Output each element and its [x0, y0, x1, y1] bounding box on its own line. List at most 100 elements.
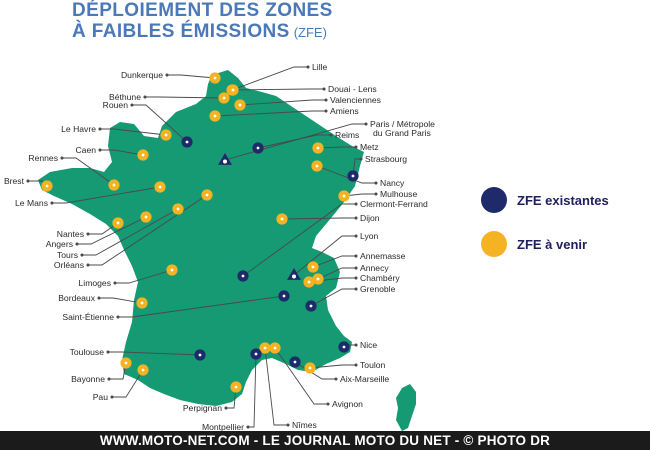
label-le-mans: Le Mans [15, 198, 48, 208]
leader-end-nimes [286, 423, 290, 427]
label-tours: Tours [57, 250, 78, 260]
marker-center-nimes [263, 346, 267, 350]
label-reims: Reims [335, 130, 359, 140]
marker-center-caen [141, 153, 145, 157]
marker-paris [218, 153, 232, 165]
marker-center-chambery [307, 280, 311, 284]
label-le-havre: Le Havre [61, 124, 96, 134]
leader-end-mulhouse [374, 192, 378, 196]
leader-end-saint-etienne [116, 315, 120, 319]
leader-end-le-mans [50, 201, 54, 205]
leader-end-orleans [86, 263, 90, 267]
leader-end-nantes [86, 232, 90, 236]
marker-center-toulouse [198, 353, 202, 357]
label-strasbourg: Strasbourg [365, 154, 407, 164]
leader-paris [224, 123, 366, 161]
marker-center-lyon [292, 274, 296, 279]
leader-end-dijon [354, 216, 358, 220]
leader-end-toulouse [106, 350, 110, 354]
marker-center-mulhouse [342, 194, 346, 198]
label-dijon: Dijon [360, 213, 380, 223]
label-metz: Metz [360, 142, 379, 152]
leader-toulouse [108, 351, 201, 356]
leader-end-caen [98, 148, 102, 152]
leader-le-mans [52, 186, 161, 204]
label-lyon: Lyon [360, 231, 379, 241]
marker-center-valenciennes [238, 103, 242, 107]
label-avignon: Avignon [332, 399, 363, 409]
marker-center-angers [144, 215, 148, 219]
label-nantes: Nantes [57, 229, 84, 239]
leader-end-nice [354, 343, 358, 347]
marker-center-bethune [222, 96, 226, 100]
marker-center-brest [45, 184, 49, 188]
label-nimes: Nîmes [292, 420, 317, 430]
leader-douai-lens [232, 88, 324, 91]
marker-center-avignon [273, 346, 277, 350]
leader-end-bordeaux [97, 296, 101, 300]
leader-reims [257, 134, 331, 149]
leader-caen [100, 149, 144, 156]
leader-end-angers [75, 242, 79, 246]
leader-lyon [293, 235, 356, 276]
leader-end-chambery [354, 276, 358, 280]
leader-end-annemasse [354, 254, 358, 258]
title-line-1: DÉPLOIEMENT DES ZONES [72, 0, 333, 21]
marker-center-dunkerque [213, 76, 217, 80]
marker-center-strasbourg [351, 174, 355, 178]
marker-center-nice [342, 345, 346, 349]
marker-center-bayonne [124, 361, 128, 365]
leader-end-avignon [326, 402, 330, 406]
leader-end-amiens [324, 109, 328, 113]
label-limoges: Limoges [79, 278, 111, 288]
leader-nancy [316, 165, 376, 184]
leader-end-le-havre [98, 127, 102, 131]
label-lille: Lille [312, 62, 328, 72]
leader-bordeaux [99, 297, 143, 304]
leader-tours [82, 208, 179, 256]
label-toulouse: Toulouse [70, 347, 105, 357]
leader-angers [77, 216, 147, 245]
leader-end-pau [110, 395, 114, 399]
leader-pau [112, 369, 144, 398]
marker-center-paris [223, 159, 227, 164]
marker-center-limoges [170, 268, 174, 272]
leader-toulon [309, 364, 356, 369]
leader-orleans [88, 194, 208, 266]
marker-center-nancy [315, 164, 319, 168]
marker-center-pau [141, 368, 145, 372]
leader-end-valenciennes [324, 98, 328, 102]
leader-valenciennes [239, 99, 326, 106]
label-mulhouse: Mulhouse [380, 189, 417, 199]
leader-end-douai-lens [322, 87, 326, 91]
label-annecy: Annecy [360, 263, 389, 273]
leader-end-toulon [354, 363, 358, 367]
leader-rennes [62, 157, 115, 186]
leader-nantes [88, 222, 119, 235]
label-bordeaux: Bordeaux [58, 293, 95, 303]
leader-end-rennes [60, 156, 64, 160]
leader-saint-etienne [118, 295, 285, 318]
leader-end-annecy [354, 266, 358, 270]
marker-center-dijon [280, 217, 284, 221]
marker-center-orleans [205, 193, 209, 197]
marker-center-douai-lens [231, 88, 235, 92]
label-nice: Nice [360, 340, 377, 350]
leader-end-reims [329, 133, 333, 137]
legend-existing-marker [481, 187, 507, 213]
marker-center-le-mans [158, 185, 162, 189]
leader-end-perpignan [224, 406, 228, 410]
marker-center-saint-etienne [282, 294, 286, 298]
label-bethune: Béthune [109, 92, 141, 102]
leader-end-grenoble [354, 287, 358, 291]
leader-end-brest [26, 179, 30, 183]
marker-center-clermont-ferrand [241, 274, 245, 278]
marker-lyon [287, 268, 301, 280]
leader-clermont-ferrand [242, 203, 356, 277]
title-suffix: (ZFE) [293, 25, 327, 40]
marker-center-tours [176, 207, 180, 211]
label-annemasse: Annemasse [360, 251, 406, 261]
leader-perpignan [226, 386, 237, 409]
marker-center-rennes [112, 183, 116, 187]
